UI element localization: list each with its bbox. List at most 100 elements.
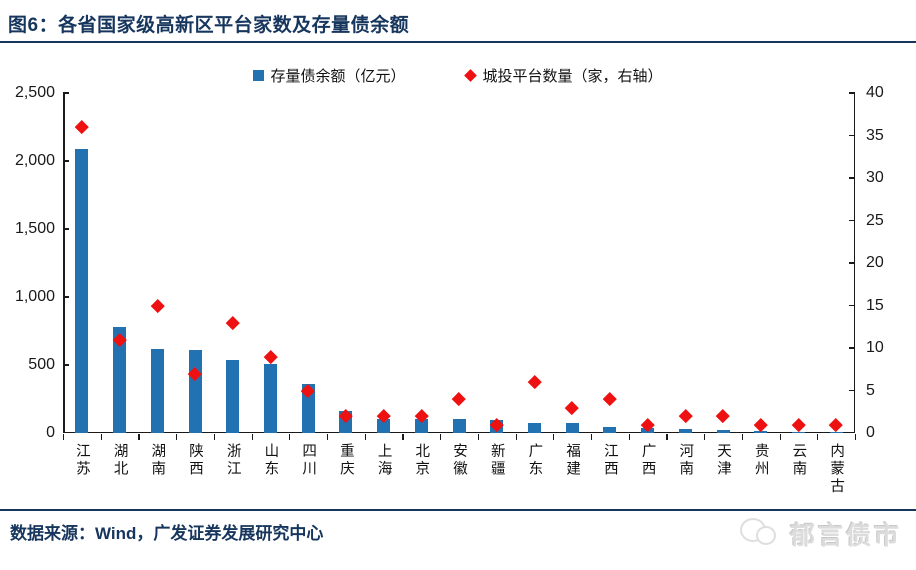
legend-item-platform-count: 城投平台数量（家，右轴） <box>463 65 663 86</box>
legend-label-bond-balance: 存量债余额（亿元） <box>270 67 406 85</box>
right-y-axis-label: 10 <box>866 339 884 356</box>
x-axis-label-广西: 广西 <box>639 443 656 478</box>
bar-山东 <box>263 363 277 433</box>
x-axis-label-河南: 河南 <box>677 443 694 478</box>
legend-label-platform-count: 城投平台数量（家，右轴） <box>482 67 663 85</box>
diamond-marker-安徽 <box>452 392 466 406</box>
x-axis-tick <box>704 434 706 440</box>
bar-江西 <box>603 426 617 433</box>
x-axis-tick <box>779 434 781 440</box>
x-axis-tick <box>591 434 593 440</box>
bar-天津 <box>716 430 730 433</box>
x-axis-label-陕西: 陕西 <box>187 443 203 478</box>
chart-legend: 存量债余额（亿元） 城投平台数量（家，右轴） <box>0 63 916 87</box>
left-y-axis-label: 2,500 <box>14 84 55 101</box>
x-axis-labels: 江苏 湖北 湖南 陕西 浙江 山东 四川 重庆 上海 北京 安徽 新疆 广东 福建 江西 广西 河南 天津 贵州 云南… <box>63 441 855 505</box>
x-axis-tick <box>817 434 819 440</box>
x-axis-tick <box>628 434 630 440</box>
x-axis-tick <box>553 434 555 440</box>
bar-浙江 <box>226 359 240 433</box>
x-axis-label-天津: 天津 <box>715 443 731 478</box>
right-y-axis-label: 20 <box>866 254 884 271</box>
x-axis-tick <box>402 434 404 440</box>
x-axis-label-江西: 江西 <box>601 443 618 478</box>
x-axis-label-云南: 云南 <box>790 443 807 478</box>
diamond-marker-河南 <box>678 409 692 423</box>
bar-陕西 <box>188 350 202 433</box>
diamond-marker-内蒙古 <box>829 417 843 432</box>
source-note: 数据来源：Wind，广发证券发展研究中心 <box>10 524 324 543</box>
chat-bubble-small <box>755 526 776 545</box>
right-axis-tick <box>849 304 855 307</box>
x-axis-label-湖南: 湖南 <box>149 443 166 478</box>
x-axis-label-浙江: 浙江 <box>224 443 241 478</box>
legend-item-bond-balance: 存量债余额（亿元） <box>253 65 406 86</box>
x-axis-label-重庆: 重庆 <box>337 443 354 478</box>
x-axis-tick <box>138 434 140 440</box>
right-axis-tick <box>849 134 855 137</box>
x-axis-tick <box>477 434 480 440</box>
x-axis-label-湖北: 湖北 <box>111 443 128 478</box>
bar-北京 <box>414 419 428 433</box>
x-axis-tick <box>440 434 442 440</box>
brand-logo-text: 郁言债市 <box>789 522 902 550</box>
x-axis-tick <box>327 434 329 440</box>
x-axis-label-上海: 上海 <box>375 443 392 478</box>
x-axis-tick <box>100 434 102 440</box>
diamond-marker-江西 <box>603 392 617 406</box>
diamond-marker-山东 <box>263 349 278 364</box>
left-y-axis-label: 2,000 <box>14 152 55 169</box>
diamond-marker-云南 <box>791 417 806 432</box>
left-axis-tick <box>63 228 69 230</box>
right-axis-tick <box>849 262 855 264</box>
left-axis-tick <box>63 364 69 366</box>
bar-江苏 <box>75 148 89 433</box>
right-y-axis-label: 25 <box>866 211 884 229</box>
diamond-marker-湖南 <box>150 298 164 313</box>
bar-湖南 <box>150 348 164 433</box>
bar-广东 <box>527 423 541 433</box>
x-axis-label-山东: 山东 <box>262 443 279 478</box>
bar-湖北 <box>113 326 127 433</box>
x-axis-tick <box>213 434 216 440</box>
x-axis-label-广东: 广东 <box>526 443 543 478</box>
x-axis-tick <box>63 434 65 440</box>
footer-divider <box>0 509 916 511</box>
right-y-axis-label: 30 <box>866 169 884 186</box>
diamond-marker-福建 <box>565 400 579 415</box>
x-axis-tick <box>364 434 366 440</box>
diamond-marker-江苏 <box>75 120 89 134</box>
left-axis-tick <box>63 296 69 298</box>
left-axis-tick <box>63 160 69 162</box>
bar-安徽 <box>452 419 466 433</box>
x-axis-label-内蒙古: 内蒙古 <box>828 443 845 496</box>
right-y-axis-label: 40 <box>866 84 884 101</box>
x-axis-tick <box>855 434 857 440</box>
bar-上海 <box>377 418 391 433</box>
square-icon <box>253 69 265 81</box>
left-y-axis-labels: 0 500 1,000 1,500 2,000 2,500 <box>0 84 55 441</box>
right-y-axis-label: 15 <box>866 296 884 314</box>
chat-bubbles-icon <box>738 514 782 554</box>
x-axis-tick <box>251 434 253 440</box>
right-y-axis-labels: 0 5 10 15 20 25 30 35 40 <box>866 84 914 441</box>
bar-四川 <box>301 384 315 433</box>
left-y-axis-label: 1,000 <box>14 288 55 305</box>
left-axis-tick <box>63 92 69 94</box>
left-y-axis-label: 500 <box>28 356 55 373</box>
x-axis-tick <box>176 434 178 440</box>
x-axis-tick <box>666 434 668 440</box>
right-axis-tick <box>849 219 855 222</box>
left-axis-spine <box>63 93 65 433</box>
diamond-marker-贵州 <box>753 417 768 432</box>
right-axis-tick <box>849 92 855 94</box>
x-axis-tick <box>289 434 291 440</box>
x-axis-label-福建: 福建 <box>564 443 581 478</box>
left-y-axis-label: 1,500 <box>14 220 55 237</box>
diamond-marker-浙江 <box>225 315 240 330</box>
x-axis-label-四川: 四川 <box>300 443 317 478</box>
x-axis-tick <box>515 434 517 440</box>
right-y-axis-label: 35 <box>866 126 884 144</box>
right-axis-tick <box>849 389 855 392</box>
brand-logo: 郁言债市 <box>738 514 902 554</box>
